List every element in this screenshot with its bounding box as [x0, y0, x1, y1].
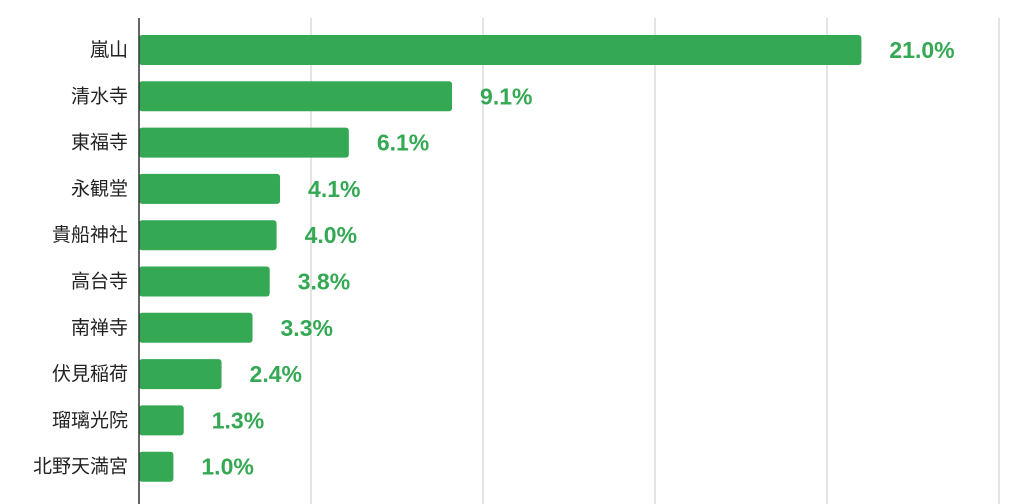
- gridlines: [310, 18, 1000, 504]
- bar-9: [139, 451, 174, 482]
- category-label: 瑠璃光院: [52, 409, 128, 431]
- bar-1: [139, 81, 453, 112]
- bars: [139, 35, 862, 482]
- value-labels: 21.0% 9.1% 6.1% 4.1% 4.0% 3.8% 3.3% 2.4% 1.3% 1.0…: [201, 37, 954, 480]
- bar-2: [139, 127, 349, 158]
- category-label: 東福寺: [71, 132, 128, 154]
- category-label: 南禅寺: [71, 317, 128, 339]
- bar-5: [139, 266, 270, 297]
- value-label: 3.3%: [281, 315, 333, 341]
- category-label: 伏見稲荷: [52, 363, 128, 385]
- bar-3: [139, 173, 281, 204]
- value-label: 1.0%: [201, 454, 253, 480]
- value-label: 4.0%: [305, 222, 357, 248]
- value-label: 9.1%: [480, 83, 532, 109]
- category-label: 永観堂: [71, 178, 128, 200]
- value-label: 1.3%: [212, 407, 264, 433]
- category-label: 貴船神社: [52, 224, 128, 246]
- value-label: 4.1%: [308, 176, 360, 202]
- category-label: 清水寺: [71, 85, 128, 107]
- category-label: 北野天満宮: [33, 456, 128, 478]
- value-label: 2.4%: [250, 361, 302, 387]
- bar-4: [139, 220, 277, 251]
- bar-8: [139, 405, 184, 436]
- value-label: 6.1%: [377, 130, 429, 156]
- category-label: 高台寺: [71, 271, 128, 293]
- bar-0: [139, 35, 862, 65]
- value-label: 3.8%: [298, 269, 350, 295]
- value-label: 21.0%: [889, 37, 954, 63]
- category-label: 嵐山: [90, 39, 128, 61]
- bar-7: [139, 359, 222, 390]
- bar-6: [139, 312, 253, 343]
